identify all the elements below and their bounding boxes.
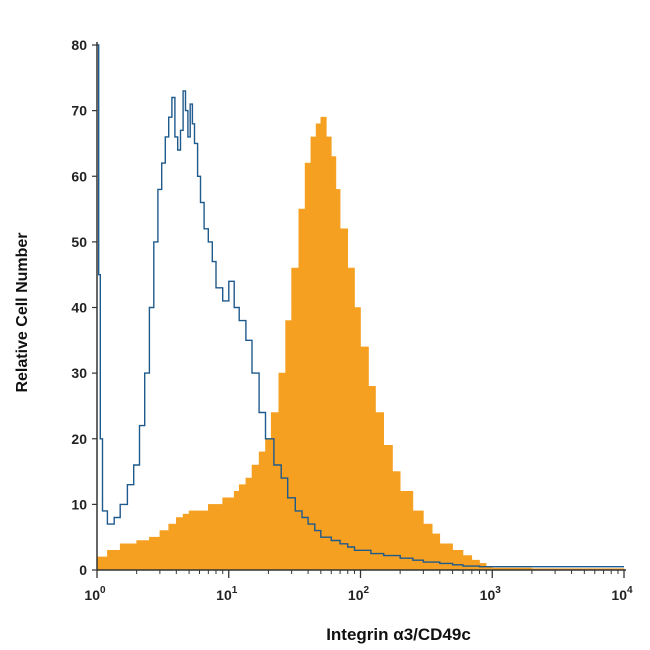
x-tick-label: 104: [611, 585, 633, 603]
filled-histogram-series: [96, 116, 625, 571]
y-tick-label: 10: [71, 496, 87, 512]
y-tick-label: 70: [71, 103, 87, 119]
y-tick-label: 20: [71, 431, 87, 447]
x-axis-ticks: 100 101 102 103 104: [84, 570, 633, 603]
y-tick-label: 30: [71, 365, 87, 381]
y-tick-label: 80: [71, 37, 87, 53]
y-tick-label: 40: [71, 300, 87, 316]
outline-histogram-series: [97, 44, 624, 568]
x-tick-label: 101: [216, 585, 238, 603]
plot-area: [96, 44, 625, 571]
y-axis-ticks: 0 10 20 30 40 50 60 70 80: [71, 37, 97, 578]
x-tick-label: 103: [480, 585, 502, 603]
y-tick-label: 0: [79, 562, 87, 578]
x-axis-title: Integrin α3/CD49c: [326, 625, 471, 644]
y-axis-title: Relative Cell Number: [14, 232, 31, 392]
x-tick-label: 100: [84, 585, 106, 603]
axes: [96, 42, 626, 571]
x-tick-label: 102: [348, 585, 370, 603]
y-tick-label: 60: [71, 168, 87, 184]
y-tick-label: 50: [71, 234, 87, 250]
